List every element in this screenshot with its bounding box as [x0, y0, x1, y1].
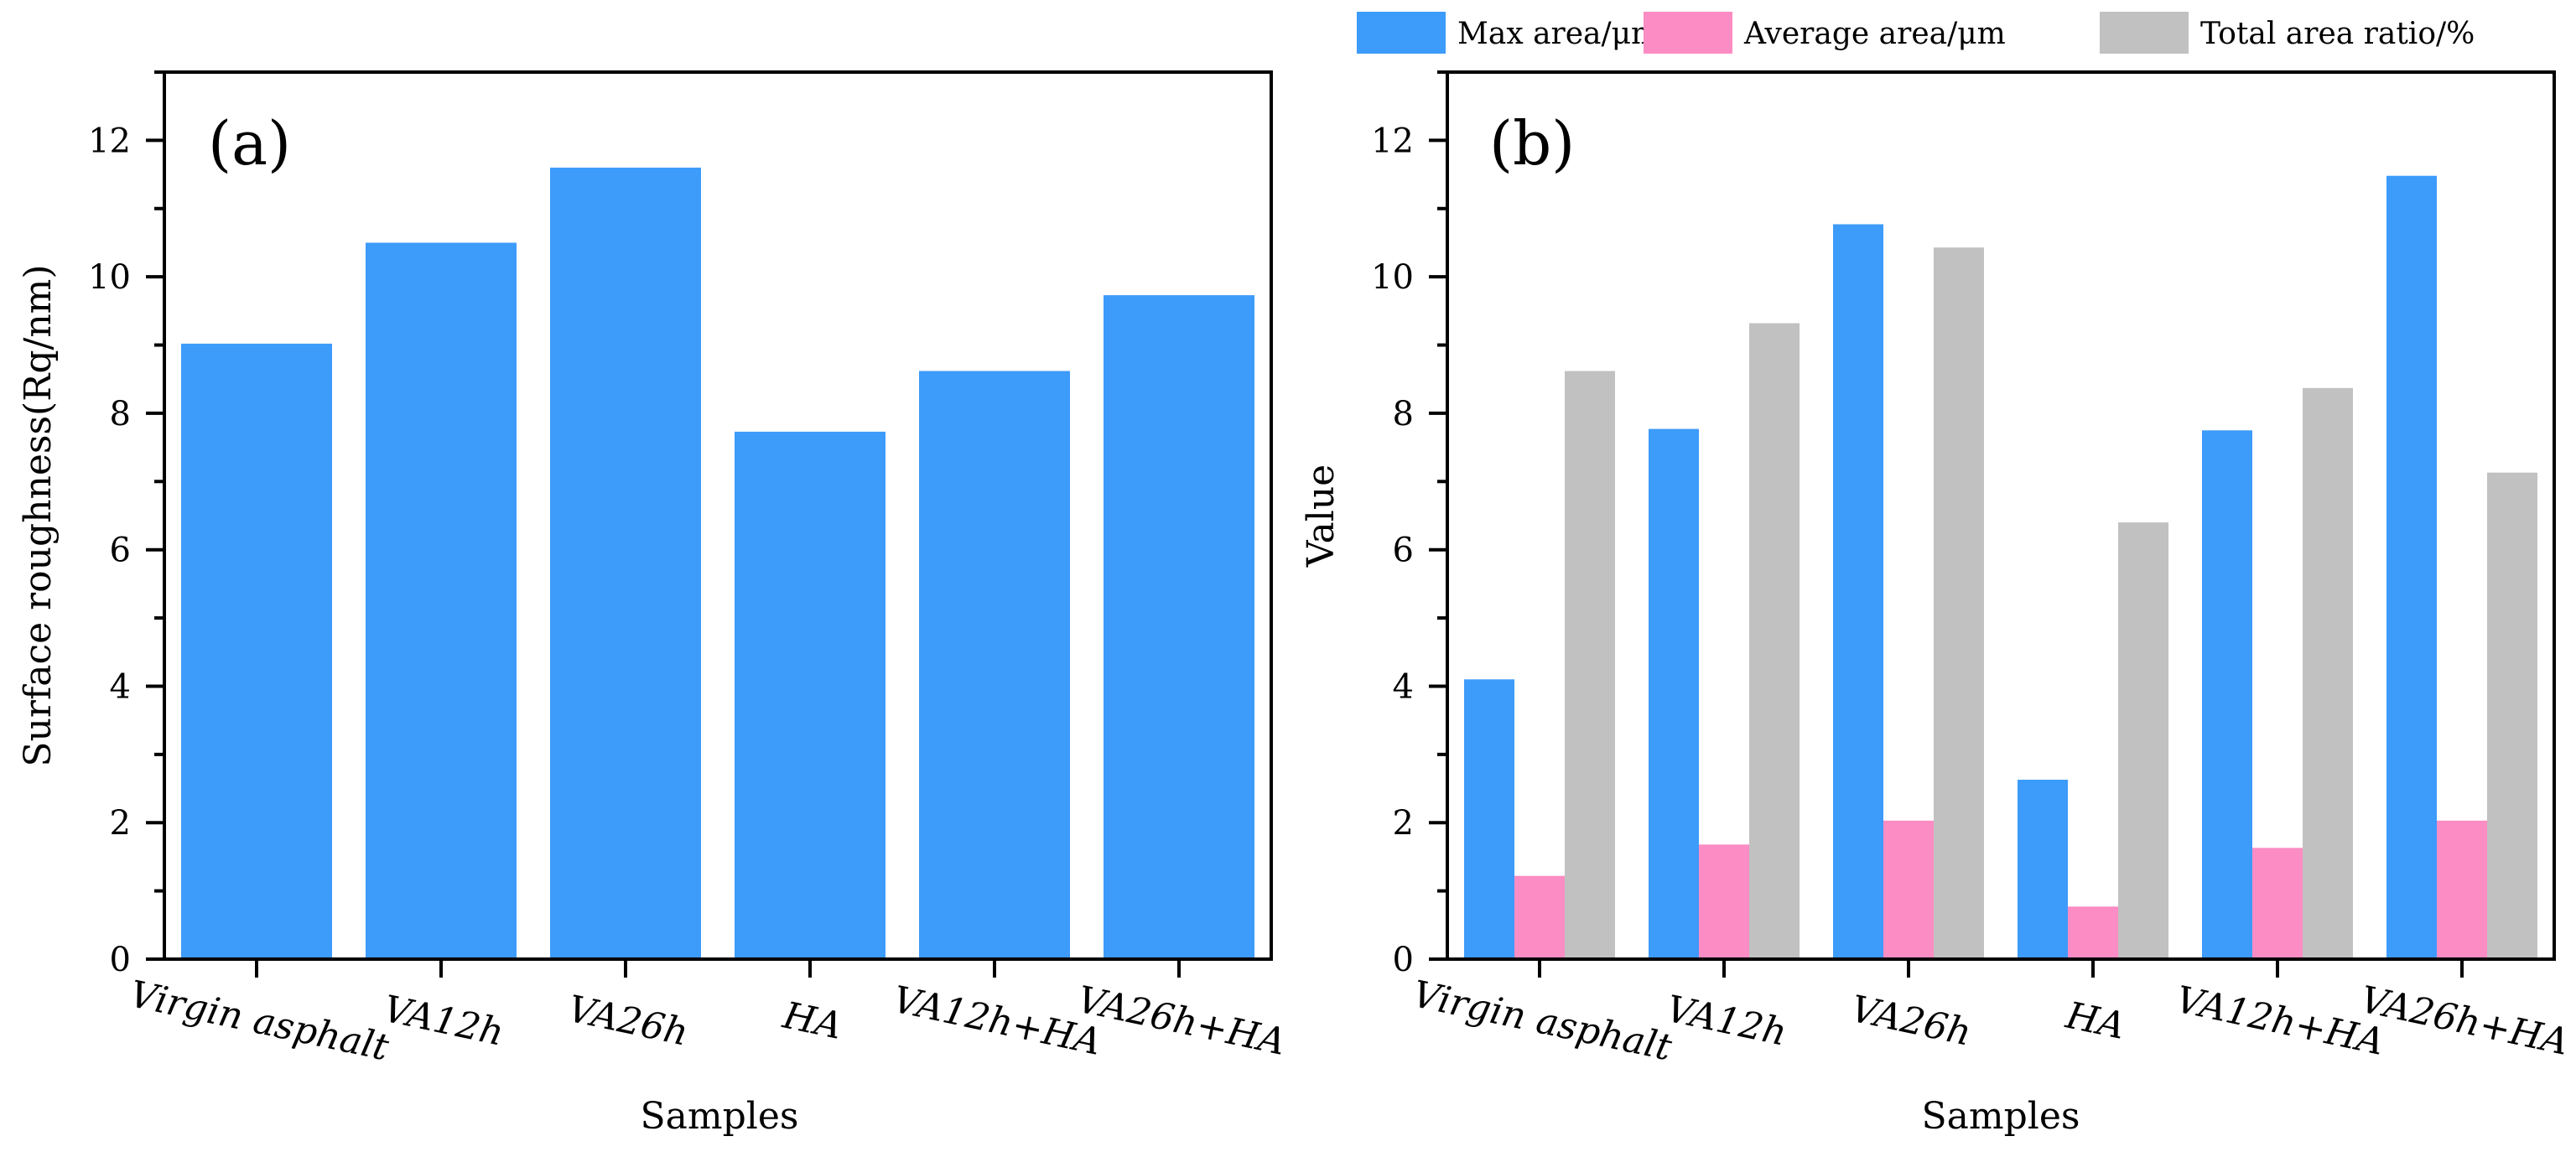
panel-a-y-tick-label-2: 2: [110, 804, 131, 843]
panel-a-bar-surface-roughness-ha: [735, 431, 886, 959]
panel-a-bar-surface-roughness-virgin-asphalt: [181, 343, 332, 959]
panel-b-frame: [1446, 70, 2556, 961]
panel-b-bar-max-area-m-va26h-ha: [2386, 175, 2437, 959]
panel-b-x-axis-title: Samples: [1922, 1095, 2080, 1138]
panel-b-bar-total-area-ratio-va12h-ha: [2303, 387, 2353, 959]
panel-b-y-tick-label-8: 8: [1393, 395, 1414, 433]
panel-b-bar-total-area-ratio-va26h: [1934, 247, 1984, 959]
panel-a-x-tick-label-va26h: VA26h: [564, 988, 692, 1055]
panel-a-label: (a): [208, 108, 291, 179]
panel-a-bar-surface-roughness-va12h: [366, 242, 517, 959]
legend-swatch-max-area: [1357, 12, 1446, 54]
legend-swatch-average-area: [1644, 12, 1732, 54]
legend-label-total-area-ratio: Total area ratio/%: [2200, 17, 2475, 51]
panel-b-y-tick-label-2: 2: [1393, 804, 1414, 843]
panel-a-x-tick-label-va12h-ha: VA12h+HA: [890, 978, 1105, 1064]
panel-b-y-tick-label-6: 6: [1393, 532, 1414, 570]
panel-a-bar-surface-roughness-va26h: [550, 167, 701, 959]
panel-b-bar-average-area-m-ha: [2068, 906, 2118, 959]
panel-a-x-tick-label-va26h-ha: VA26h+HA: [1074, 978, 1290, 1064]
panel-b-x-tick-label-va12h-ha: VA12h+HA: [2173, 978, 2388, 1064]
panel-a-y-tick-label-6: 6: [110, 532, 131, 570]
panel-a-x-tick-label-va12h: VA12h: [380, 988, 507, 1055]
panel-b-y-tick-label-4: 4: [1393, 667, 1414, 706]
panel-b-x-tick-label-va26h-ha: VA26h+HA: [2357, 978, 2573, 1064]
panel-a-y-axis-title: Surface roughness(Rq/nm): [17, 264, 60, 766]
panel-b-bar-total-area-ratio-va26h-ha: [2487, 472, 2537, 959]
panel-a-x-tick-label-ha: HA: [778, 994, 845, 1048]
panel-b-y-tick-label-12: 12: [1371, 122, 1414, 160]
panel-b-bar-average-area-m-va26h-ha: [2437, 820, 2487, 959]
panel-b-bar-average-area-m-va12h-ha: [2252, 848, 2303, 959]
panel-b-bar-total-area-ratio-virgin-asphalt: [1565, 371, 1615, 959]
panel-a-y-tick-label-4: 4: [110, 667, 131, 706]
panel-b-x-tick-label-va12h: VA12h: [1663, 988, 1790, 1055]
panel-b-bar-total-area-ratio-va12h: [1749, 323, 1800, 959]
panel-b-bar-max-area-m-va12h: [1649, 428, 1699, 960]
panel-a-y-tick-label-10: 10: [88, 258, 131, 297]
panel-a-y-ticks: 0 2 4 6 8 10 12: [88, 70, 164, 979]
panel-b-y-tick-label-10: 10: [1371, 258, 1414, 297]
legend: Max area/μm Average area/μm Total area r…: [1357, 12, 2475, 54]
panel-b-x-tick-label-va26h: VA26h: [1847, 988, 1975, 1055]
panel-b-bar-average-area-m-va26h: [1883, 820, 1934, 959]
legend-label-average-area: Average area/μm: [1743, 17, 2006, 51]
panel-b-label: (b): [1489, 108, 1575, 179]
panel-a-y-tick-label-8: 8: [110, 395, 131, 433]
panel-a-x-axis-title: Samples: [641, 1095, 799, 1138]
panel-b-y-ticks: 0 2 4 6 8 10 12: [1371, 70, 1447, 979]
panel-a-y-tick-label-0: 0: [110, 941, 131, 979]
panel-b-y-tick-label-0: 0: [1393, 941, 1414, 979]
panel-b-bars: [1464, 175, 2537, 960]
panel-b-bar-max-area-m-ha: [2018, 780, 2068, 959]
panel-b-bar-average-area-m-va12h: [1699, 844, 1749, 959]
panel-a-bars: [181, 167, 1254, 960]
panel-b-x-tick-label-ha: HA: [2061, 994, 2128, 1048]
panel-a-frame: [163, 70, 1273, 961]
panel-b-y-axis-title: Value: [1300, 464, 1343, 568]
panel-b-bar-average-area-m-virgin-asphalt: [1514, 875, 1565, 959]
panel-b-bar-max-area-m-virgin-asphalt: [1464, 679, 1514, 959]
panel-a-x-tick-label-virgin-asphalt: Virgin asphalt: [126, 973, 392, 1069]
legend-swatch-total-area-ratio: [2100, 12, 2189, 54]
legend-label-max-area: Max area/μm: [1457, 17, 1659, 51]
panel-a-y-tick-label-12: 12: [88, 122, 131, 160]
panel-a-bar-surface-roughness-va12h-ha: [919, 371, 1070, 959]
panel-a-bar-surface-roughness-va26h-ha: [1104, 295, 1254, 960]
panel-b-bar-max-area-m-va26h: [1833, 224, 1883, 959]
panel-b-x-tick-label-virgin-asphalt: Virgin asphalt: [1409, 973, 1675, 1069]
panel-b-bar-max-area-m-va12h-ha: [2202, 430, 2252, 959]
panel-b-bar-total-area-ratio-ha: [2118, 522, 2168, 959]
